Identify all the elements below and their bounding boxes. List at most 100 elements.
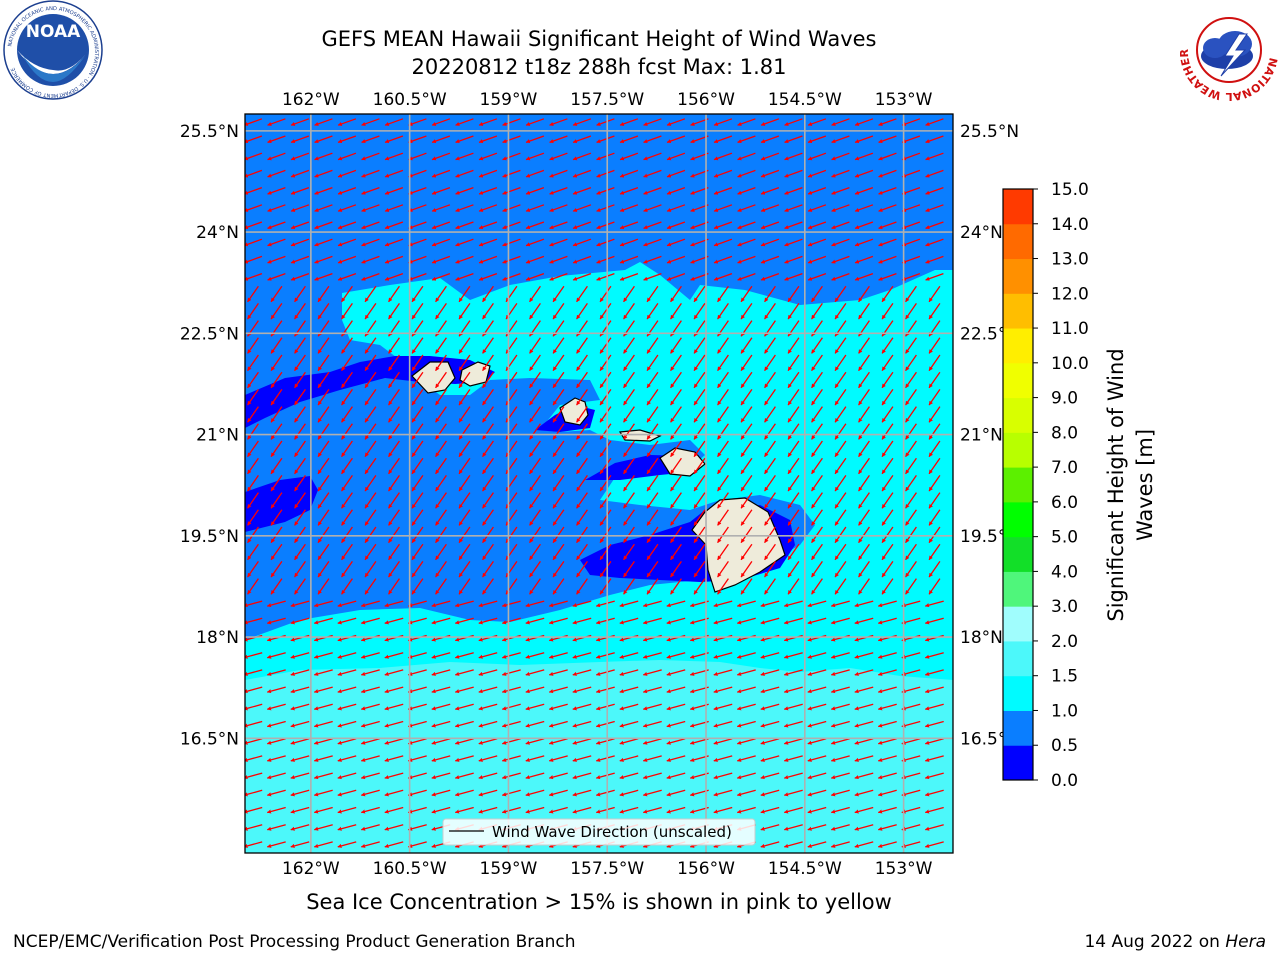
wind-wave-arrow (666, 118, 686, 126)
wind-wave-arrow (693, 509, 706, 526)
wind-wave-arrow (529, 526, 541, 543)
wind-wave-arrow (454, 600, 474, 608)
wind-wave-arrow (619, 135, 639, 144)
colorbar-band (1003, 467, 1033, 503)
colorbar-bands (1003, 189, 1033, 781)
wind-wave-arrow (858, 371, 870, 389)
wind-wave-arrow (905, 406, 917, 423)
wind-wave-arrow (854, 186, 874, 195)
wind-wave-arrow (881, 543, 894, 561)
wind-wave-arrow (529, 509, 541, 526)
wind-wave-arrow (740, 406, 753, 423)
wind-wave-arrow (549, 135, 568, 144)
wind-wave-arrow (925, 135, 944, 144)
wind-wave-arrow (666, 652, 686, 659)
wind-wave-arrow (388, 526, 400, 543)
wind-wave-arrow (595, 652, 615, 659)
wind-wave-arrow (834, 303, 847, 320)
wind-wave-arrow (458, 543, 471, 561)
wind-wave-arrow (435, 406, 447, 423)
wind-wave-arrow (408, 272, 427, 281)
wind-wave-arrow (670, 526, 682, 543)
wind-wave-arrow (807, 272, 827, 281)
wind-wave-arrow (482, 406, 494, 423)
wind-wave-arrow (928, 561, 941, 578)
colorbar-tick-label: 0.0 (1051, 771, 1078, 791)
colorbar-tick-label: 2.0 (1051, 632, 1078, 652)
wind-wave-arrow (599, 440, 612, 457)
wind-wave-arrow (736, 669, 756, 676)
wind-wave-arrow (784, 221, 803, 230)
wind-wave-arrow (881, 423, 894, 440)
wind-wave-arrow (807, 186, 827, 195)
wind-wave-arrow (388, 371, 400, 389)
wind-wave-arrow (783, 686, 803, 694)
wind-wave-arrow (787, 371, 800, 389)
wind-wave-arrow (411, 526, 424, 543)
colorbar-tick-label: 9.0 (1051, 389, 1078, 409)
wind-wave-arrow (713, 600, 733, 608)
wind-wave-arrow (549, 204, 568, 212)
wind-wave-arrow (341, 526, 353, 543)
wind-wave-arrow (270, 371, 283, 389)
wind-wave-arrow (807, 617, 827, 625)
wind-wave-arrow (478, 169, 498, 178)
wind-wave-arrow (599, 457, 612, 475)
wind-wave-arrow (267, 152, 286, 161)
wind-wave-arrow (596, 169, 615, 178)
wind-wave-arrow (384, 600, 404, 608)
wind-wave-arrow (858, 337, 870, 354)
wind-wave-arrow (666, 152, 686, 161)
wind-wave-arrow (364, 509, 377, 526)
wind-wave-arrow (877, 600, 897, 608)
wind-wave-arrow (267, 118, 286, 126)
wind-wave-arrow (834, 561, 847, 578)
wind-wave-arrow (317, 578, 330, 595)
wind-wave-arrow (905, 561, 917, 578)
wind-wave-arrow (760, 204, 780, 212)
wind-wave-arrow (713, 152, 733, 161)
wind-wave-arrow (360, 600, 380, 608)
wind-wave-arrow (525, 118, 545, 126)
wind-wave-arrow (408, 169, 427, 178)
wind-wave-arrow (267, 255, 286, 264)
wind-wave-arrow (317, 354, 330, 371)
wind-wave-arrow (341, 543, 353, 561)
wind-wave-arrow (502, 272, 521, 281)
wind-wave-arrow (811, 492, 823, 509)
wind-wave-arrow (807, 669, 827, 676)
wind-wave-arrow (811, 285, 823, 303)
wind-wave-arrow (713, 204, 733, 212)
colorbar-band (1003, 606, 1033, 642)
wind-wave-arrow (642, 600, 662, 608)
wind-wave-arrow (454, 669, 474, 676)
wind-wave-arrow (928, 578, 941, 595)
wind-wave-arrow (552, 303, 565, 320)
wind-wave-arrow (858, 561, 870, 578)
wind-wave-arrow (740, 371, 753, 389)
wind-wave-arrow (270, 303, 283, 320)
wind-wave-arrow (435, 475, 447, 492)
wind-wave-arrow (881, 561, 894, 578)
wind-wave-arrow (411, 457, 424, 475)
colorbar-tick-label: 11.0 (1051, 319, 1089, 339)
wind-wave-arrow (576, 303, 588, 320)
wind-wave-arrow (924, 669, 944, 676)
wind-wave-arrow (619, 169, 639, 178)
wind-wave-arrow (881, 371, 894, 389)
wind-wave-arrow (834, 337, 847, 354)
wind-wave-arrow (693, 337, 706, 354)
colorbar-tick-label: 8.0 (1051, 423, 1078, 443)
wind-wave-arrow (858, 440, 870, 457)
wind-wave-arrow (411, 303, 424, 320)
wind-wave-arrow (784, 255, 803, 264)
wind-wave-arrow (408, 135, 427, 144)
wind-wave-arrow (764, 526, 776, 543)
sea-ice-note: Sea Ice Concentration > 15% is shown in … (306, 890, 892, 914)
wind-wave-arrow (717, 509, 729, 526)
wind-wave-arrow (552, 337, 565, 354)
wind-wave-arrow (599, 492, 612, 509)
wind-wave-arrow (247, 371, 259, 389)
wind-wave-arrow (267, 221, 286, 230)
wind-wave-arrow (834, 509, 847, 526)
